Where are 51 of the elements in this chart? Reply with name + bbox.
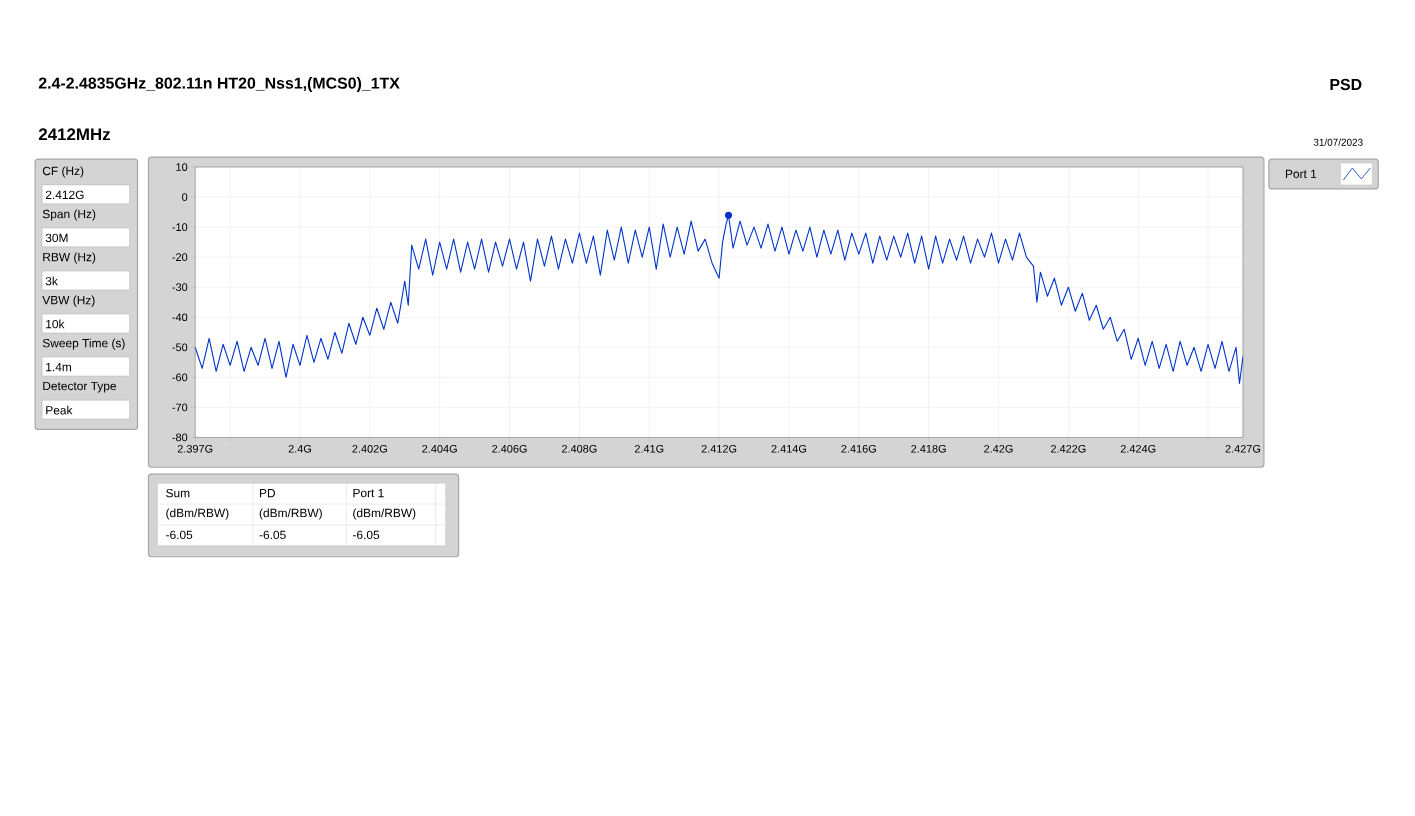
text: Sweep Time (s) xyxy=(42,338,125,350)
x-tick-label: 2.424G xyxy=(1120,444,1156,453)
chart-subtitle: 2412MHz xyxy=(38,128,111,141)
x-tick-label: 2.422G xyxy=(1050,444,1086,453)
text: Port 1 xyxy=(353,488,384,498)
text: 10k xyxy=(46,319,65,329)
text: CF (Hz) xyxy=(42,166,84,178)
x-tick-label: 2.402G xyxy=(352,444,387,453)
text: PSD xyxy=(1330,78,1362,91)
y-tick-label: -40 xyxy=(172,313,188,322)
text: 31/07/2023 xyxy=(1313,138,1363,146)
text: (dBm/RBW) xyxy=(259,508,322,520)
x-tick-label: 2.416G xyxy=(841,444,876,453)
y-tick-label: -60 xyxy=(172,373,188,382)
x-tick-label: 2.42G xyxy=(984,444,1013,453)
legend-label: Port 1 xyxy=(1285,169,1317,179)
text: (dBm/RBW) xyxy=(353,508,416,520)
x-tick-label: 2.412G xyxy=(701,444,737,453)
x-tick-label: 2.427G xyxy=(1225,444,1261,453)
text: 1.4m xyxy=(46,362,71,372)
text: Sum xyxy=(166,488,190,498)
x-tick-label: 2.414G xyxy=(771,444,807,453)
x-tick-label: 2.406G xyxy=(492,444,527,453)
x-tick-label: 2.4G xyxy=(288,444,311,453)
text: VBW (Hz) xyxy=(42,295,95,307)
y-tick-label: -50 xyxy=(172,343,188,352)
y-tick-label: -20 xyxy=(172,253,188,261)
y-tick-label: -80 xyxy=(172,433,188,442)
chart-title: 2.4-2.4835GHz_802.11n HT20_Nss1,(MCS0)_1TX xyxy=(38,77,400,92)
y-tick-label: -30 xyxy=(172,283,188,291)
x-tick-label: 2.408G xyxy=(561,444,597,453)
text: -6.05 xyxy=(259,530,286,539)
x-tick-label: 2.397G xyxy=(177,444,213,453)
text: PD xyxy=(259,488,276,498)
x-tick-label: 2.418G xyxy=(911,444,946,453)
text: Peak xyxy=(46,405,73,415)
y-tick-label: 0 xyxy=(182,193,188,201)
text: 2.412G xyxy=(45,190,84,199)
text: (dBm/RBW) xyxy=(166,508,229,520)
text: -6.05 xyxy=(352,530,380,539)
text: -6.05 xyxy=(166,530,193,539)
x-tick-label: 2.41G xyxy=(634,444,664,453)
y-tick-label: -10 xyxy=(172,223,188,231)
x-tick-label: 2.404G xyxy=(422,444,457,453)
text: 3k xyxy=(45,276,58,286)
text: 30M xyxy=(45,233,68,243)
text: Span (Hz) xyxy=(42,209,96,221)
text: RBW (Hz) xyxy=(43,252,96,264)
y-tick-label: -70 xyxy=(172,403,188,412)
text: Detector Type xyxy=(43,381,117,393)
y-tick-label: 10 xyxy=(176,163,188,171)
